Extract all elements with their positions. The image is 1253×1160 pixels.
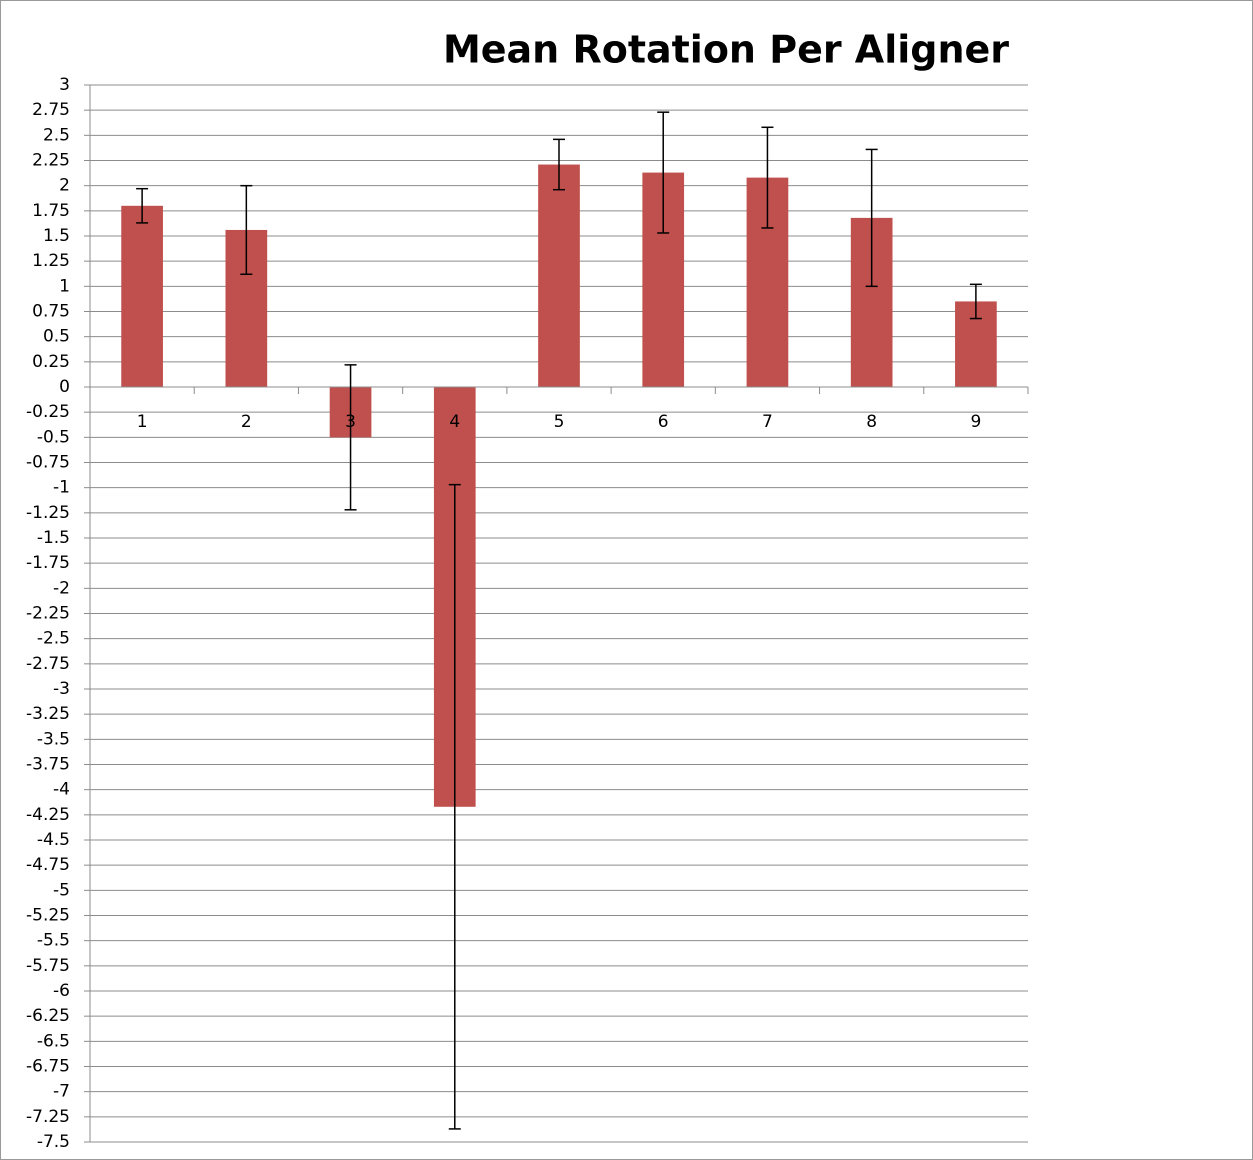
x-tick-label: 5 [554, 412, 565, 432]
x-tick-label: 9 [970, 412, 981, 432]
y-tick-label: 1.75 [32, 201, 70, 221]
x-tick-label: 3 [345, 412, 356, 432]
y-tick-label: -5.5 [37, 931, 70, 951]
y-tick-label: -4.5 [37, 830, 70, 850]
y-tick-label: -2.75 [26, 654, 70, 674]
y-tick-label: -0.5 [37, 427, 70, 447]
y-tick-label: 3 [59, 75, 70, 95]
y-tick-label: 2.5 [43, 125, 70, 145]
y-tick-label: 0.75 [32, 302, 70, 322]
y-tick-label: 1 [59, 276, 70, 296]
y-tick-label: -6.75 [26, 1057, 70, 1077]
x-tick-label: 1 [137, 412, 148, 432]
y-tick-label: -5.75 [26, 956, 70, 976]
x-tick-label: 7 [762, 412, 773, 432]
y-tick-label: -6.5 [37, 1031, 70, 1051]
y-tick-label: -3.25 [26, 704, 70, 724]
y-tick-label: 2.25 [32, 151, 70, 171]
y-tick-label: 2 [59, 176, 70, 196]
y-tick-label: -7.25 [26, 1107, 70, 1127]
y-tick-label: 1.25 [32, 251, 70, 271]
y-tick-label: 2.75 [32, 100, 70, 120]
y-tick-label: -7 [53, 1082, 70, 1102]
y-tick-label: -5.25 [26, 906, 70, 926]
x-tick-label: 2 [241, 412, 252, 432]
y-tick-label: -1.75 [26, 553, 70, 573]
x-tick-label: 4 [449, 412, 460, 432]
y-tick-label: -6.25 [26, 1006, 70, 1026]
x-tick-label: 6 [658, 412, 669, 432]
y-tick-label: -6 [53, 981, 70, 1001]
y-tick-label: -2.5 [37, 629, 70, 649]
y-tick-label: -2.25 [26, 604, 70, 624]
y-tick-label: -4 [53, 780, 70, 800]
y-tick-label: -0.25 [26, 402, 70, 422]
x-tick-label: 8 [866, 412, 877, 432]
y-tick-label: 0.5 [43, 327, 70, 347]
y-tick-label: -1.5 [37, 528, 70, 548]
y-tick-label: 0 [59, 377, 70, 397]
y-tick-label: -2 [53, 578, 70, 598]
y-tick-label: -3 [53, 679, 70, 699]
y-tick-label: -0.75 [26, 453, 70, 473]
y-tick-label: 1.5 [43, 226, 70, 246]
y-tick-label: -3.75 [26, 755, 70, 775]
bar [538, 164, 580, 387]
y-tick-label: 0.25 [32, 352, 70, 372]
chart-title: Mean Rotation Per Aligner [443, 28, 1009, 72]
y-tick-label: -1 [53, 478, 70, 498]
bar [121, 205, 163, 387]
y-tick-label: -4.25 [26, 805, 70, 825]
y-tick-label: -1.25 [26, 503, 70, 523]
y-tick-label: -4.75 [26, 855, 70, 875]
y-tick-label: -3.5 [37, 729, 70, 749]
y-tick-label: -7.5 [37, 1132, 70, 1152]
y-tick-label: -5 [53, 880, 70, 900]
